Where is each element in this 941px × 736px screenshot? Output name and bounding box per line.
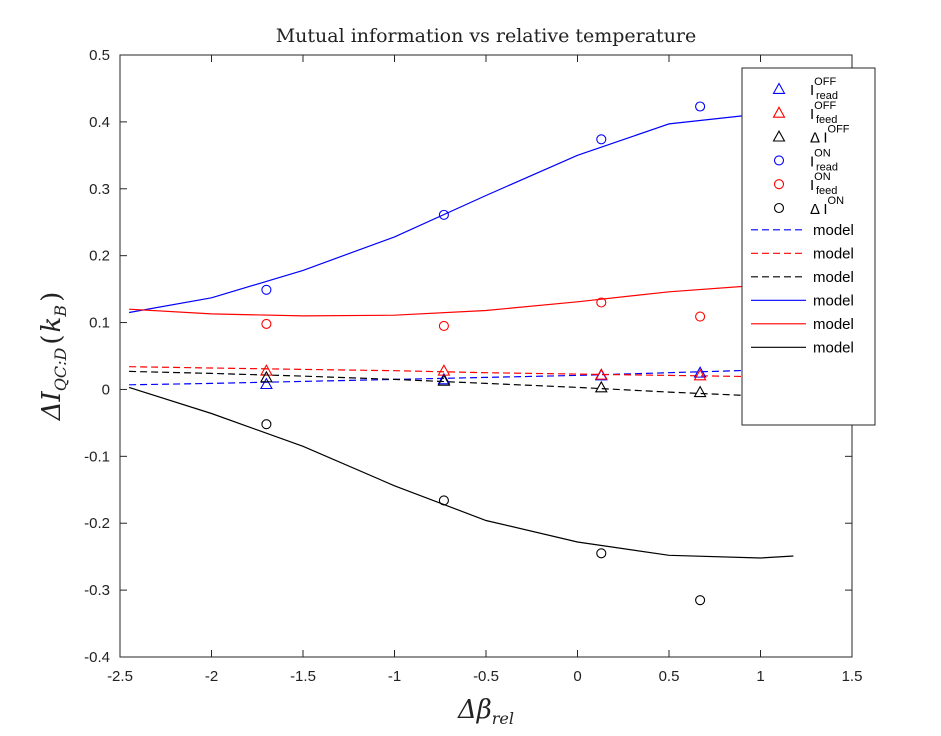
data-point-series-5 xyxy=(438,320,449,331)
legend-model-label-1: model xyxy=(813,222,854,239)
data-markers xyxy=(259,101,707,606)
legend-label-5: ION feed xyxy=(810,171,837,197)
legend-model-label-4: model xyxy=(813,292,854,309)
y-tick-label: 0.1 xyxy=(89,315,110,332)
legend-model-label-5: model xyxy=(813,316,854,333)
legend-label-base: Δ I xyxy=(810,130,828,147)
model-curves xyxy=(128,113,794,559)
legend-model-label-6: model xyxy=(813,339,854,356)
model-line-4 xyxy=(128,113,794,314)
legend-label-sub: feed xyxy=(816,185,837,197)
y-axis-label-paren-open: ( xyxy=(37,334,67,344)
legend-box xyxy=(741,67,876,426)
x-axis: -2.5 -2 -1.5 -1 -0.5 0 0.5 1 1.5 xyxy=(107,55,862,685)
legend-marker-5 xyxy=(773,179,785,190)
x-axis-label: Δβrel xyxy=(457,695,514,728)
legend-label-2: IOFF feed xyxy=(810,100,837,126)
legend-label-base: Δ I xyxy=(810,201,828,218)
legend-marker-6 xyxy=(773,202,785,214)
x-axis-label-sub: rel xyxy=(492,709,514,728)
y-tick-label: -0.1 xyxy=(84,448,110,465)
chart-title: Mutual information vs relative temperatu… xyxy=(276,25,697,47)
legend-label-base: I xyxy=(810,106,814,123)
legend-label-sup: ON xyxy=(814,171,831,183)
legend-model-label-2: model xyxy=(813,245,854,262)
model-line-2 xyxy=(129,366,794,378)
data-point-series-2 xyxy=(693,368,707,381)
y-tick-label: 0.5 xyxy=(89,47,110,64)
data-point-series-3 xyxy=(437,374,451,386)
model-line-1 xyxy=(129,368,794,386)
legend-label-sub: feed xyxy=(816,114,837,126)
data-point-series-3 xyxy=(594,380,608,393)
x-tick-label: 0.5 xyxy=(659,668,680,685)
data-point-series-6 xyxy=(695,595,706,606)
x-tick-label: 0 xyxy=(573,668,581,685)
data-point-series-2 xyxy=(259,364,273,376)
x-tick-label: -0.5 xyxy=(473,668,499,685)
y-axis: -0.4 -0.3 -0.2 -0.1 0 0.1 0.2 0.3 0.4 0.5 xyxy=(84,47,852,666)
y-tick-label: 0.3 xyxy=(89,181,110,198)
legend-label-sup: OFF xyxy=(814,76,836,88)
y-axis-label: ΔIQC:D (kB) xyxy=(37,292,70,421)
legend-label-4: ION read xyxy=(810,147,838,173)
legend-label-sup: ON xyxy=(814,147,831,159)
y-tick-label: -0.4 xyxy=(84,649,110,666)
data-point-series-4 xyxy=(596,134,607,145)
y-tick-label: 0.4 xyxy=(89,114,110,131)
x-tick-label: -2.5 xyxy=(107,668,133,685)
model-line-6 xyxy=(128,386,794,559)
data-point-series-4 xyxy=(261,284,272,295)
x-axis-label-base: Δβ xyxy=(457,695,492,725)
legend-label-base: I xyxy=(810,177,814,194)
data-point-series-5 xyxy=(261,318,272,329)
x-tick-label: -1.5 xyxy=(290,668,316,685)
data-point-series-1 xyxy=(259,377,273,390)
legend-label-base: I xyxy=(810,82,814,99)
legend-marker-1 xyxy=(772,82,786,94)
x-tick-label: 1.5 xyxy=(842,668,863,685)
data-point-series-3 xyxy=(693,385,707,398)
legend-label-sub: read xyxy=(816,161,838,173)
data-point-series-4 xyxy=(438,209,449,220)
y-tick-label: 0 xyxy=(102,381,110,398)
legend-label-1: IOFF read xyxy=(810,76,838,102)
x-tick-label: -2 xyxy=(205,668,218,685)
y-tick-label: -0.3 xyxy=(84,582,110,599)
x-tick-label: -1 xyxy=(388,668,401,685)
legend-label-sup: ON xyxy=(828,195,845,207)
legend-label-base: I xyxy=(810,153,814,170)
model-line-5 xyxy=(129,283,794,317)
y-tick-label: -0.2 xyxy=(84,515,110,532)
legend-label-sup: OFF xyxy=(828,124,850,136)
data-point-series-1 xyxy=(693,366,707,378)
data-point-series-5 xyxy=(596,297,607,308)
y-axis-label-paren-close: ) xyxy=(37,292,67,302)
data-point-series-1 xyxy=(437,372,451,385)
legend-model-label-3: model xyxy=(813,269,854,286)
data-point-series-6 xyxy=(438,495,449,506)
data-point-series-6 xyxy=(261,419,272,430)
legend-marker-4 xyxy=(773,155,785,166)
y-tick-label: 0.2 xyxy=(89,248,110,265)
legend-marker-3 xyxy=(772,129,786,142)
y-axis-label-sub: QC:D xyxy=(51,347,70,391)
x-tick-label: 1 xyxy=(756,668,764,685)
data-point-series-2 xyxy=(594,368,608,380)
legend-marker-2 xyxy=(772,106,786,118)
y-axis-label-unit: k xyxy=(37,317,67,333)
data-point-series-3 xyxy=(259,370,273,383)
legend-label-sup: OFF xyxy=(814,100,836,112)
legend-label-6: Δ ION xyxy=(810,195,844,218)
legend-label-sub: read xyxy=(816,90,838,102)
data-point-series-6 xyxy=(596,548,607,559)
y-axis-label-unit-sub: B xyxy=(51,305,70,318)
data-point-series-4 xyxy=(695,101,706,112)
model-line-3 xyxy=(129,370,794,399)
y-axis-label-base: ΔI xyxy=(37,390,67,421)
data-point-series-5 xyxy=(695,311,706,322)
legend-label-3: Δ IOFF xyxy=(810,124,850,147)
